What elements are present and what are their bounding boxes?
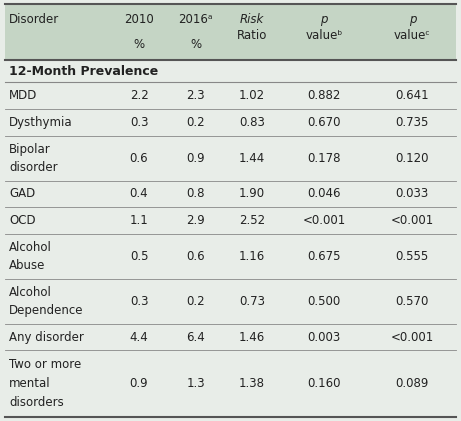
Text: 2.2: 2.2: [130, 89, 148, 102]
Text: 12-Month Prevalence: 12-Month Prevalence: [9, 65, 159, 78]
Text: 0.5: 0.5: [130, 250, 148, 263]
Text: 2.52: 2.52: [239, 214, 265, 227]
Text: 0.6: 0.6: [186, 250, 205, 263]
Text: Disorder: Disorder: [9, 13, 59, 26]
FancyBboxPatch shape: [5, 4, 456, 60]
Text: p: p: [408, 13, 416, 26]
Text: 0.9: 0.9: [186, 152, 205, 165]
Text: disorders: disorders: [9, 396, 64, 409]
Text: disorder: disorder: [9, 161, 58, 173]
Text: 0.675: 0.675: [307, 250, 341, 263]
Text: 4.4: 4.4: [130, 330, 148, 344]
Text: 0.4: 0.4: [130, 187, 148, 200]
Text: 0.73: 0.73: [239, 295, 265, 308]
Text: 0.089: 0.089: [396, 377, 429, 390]
Text: MDD: MDD: [9, 89, 38, 102]
Text: 0.670: 0.670: [307, 116, 341, 129]
Text: %: %: [133, 38, 145, 51]
Text: 0.046: 0.046: [307, 187, 341, 200]
Text: 1.02: 1.02: [239, 89, 265, 102]
Text: 1.44: 1.44: [239, 152, 265, 165]
Text: GAD: GAD: [9, 187, 35, 200]
Text: valueᶜ: valueᶜ: [394, 29, 431, 43]
Text: Alcohol: Alcohol: [9, 241, 52, 254]
Text: mental: mental: [9, 377, 51, 390]
Text: 0.882: 0.882: [307, 89, 341, 102]
Text: 0.033: 0.033: [396, 187, 429, 200]
Text: 0.160: 0.160: [307, 377, 341, 390]
Text: p: p: [320, 13, 328, 26]
Text: 0.9: 0.9: [130, 377, 148, 390]
Text: 2016ᵃ: 2016ᵃ: [178, 13, 213, 26]
Text: Dependence: Dependence: [9, 304, 84, 317]
Text: %: %: [190, 38, 201, 51]
Text: 0.3: 0.3: [130, 295, 148, 308]
Text: <0.001: <0.001: [302, 214, 346, 227]
Text: 6.4: 6.4: [186, 330, 205, 344]
Text: Two or more: Two or more: [9, 358, 82, 371]
Text: Ratio: Ratio: [237, 29, 267, 43]
Text: 0.641: 0.641: [396, 89, 429, 102]
Text: OCD: OCD: [9, 214, 36, 227]
Text: 0.570: 0.570: [396, 295, 429, 308]
Text: 1.1: 1.1: [130, 214, 148, 227]
Text: <0.001: <0.001: [391, 214, 434, 227]
Text: 0.8: 0.8: [186, 187, 205, 200]
Text: 1.3: 1.3: [186, 377, 205, 390]
Text: valueᵇ: valueᵇ: [306, 29, 343, 43]
Text: 0.83: 0.83: [239, 116, 265, 129]
Text: Dysthymia: Dysthymia: [9, 116, 73, 129]
Text: 0.735: 0.735: [396, 116, 429, 129]
Text: 0.6: 0.6: [130, 152, 148, 165]
Text: 0.2: 0.2: [186, 116, 205, 129]
Text: Alcohol: Alcohol: [9, 286, 52, 299]
Text: 1.16: 1.16: [239, 250, 265, 263]
Text: 1.46: 1.46: [239, 330, 265, 344]
Text: 0.2: 0.2: [186, 295, 205, 308]
Text: Any disorder: Any disorder: [9, 330, 84, 344]
Text: Bipolar: Bipolar: [9, 143, 51, 156]
Text: Abuse: Abuse: [9, 259, 46, 272]
FancyBboxPatch shape: [5, 4, 456, 417]
Text: 2.3: 2.3: [186, 89, 205, 102]
Text: 0.555: 0.555: [396, 250, 429, 263]
Text: 2.9: 2.9: [186, 214, 205, 227]
Text: 0.3: 0.3: [130, 116, 148, 129]
Text: 0.178: 0.178: [307, 152, 341, 165]
Text: 0.500: 0.500: [307, 295, 341, 308]
Text: <0.001: <0.001: [391, 330, 434, 344]
Text: 0.003: 0.003: [307, 330, 341, 344]
Text: 2010: 2010: [124, 13, 154, 26]
Text: 1.38: 1.38: [239, 377, 265, 390]
Text: 0.120: 0.120: [396, 152, 429, 165]
Text: Risk: Risk: [240, 13, 264, 26]
Text: 1.90: 1.90: [239, 187, 265, 200]
